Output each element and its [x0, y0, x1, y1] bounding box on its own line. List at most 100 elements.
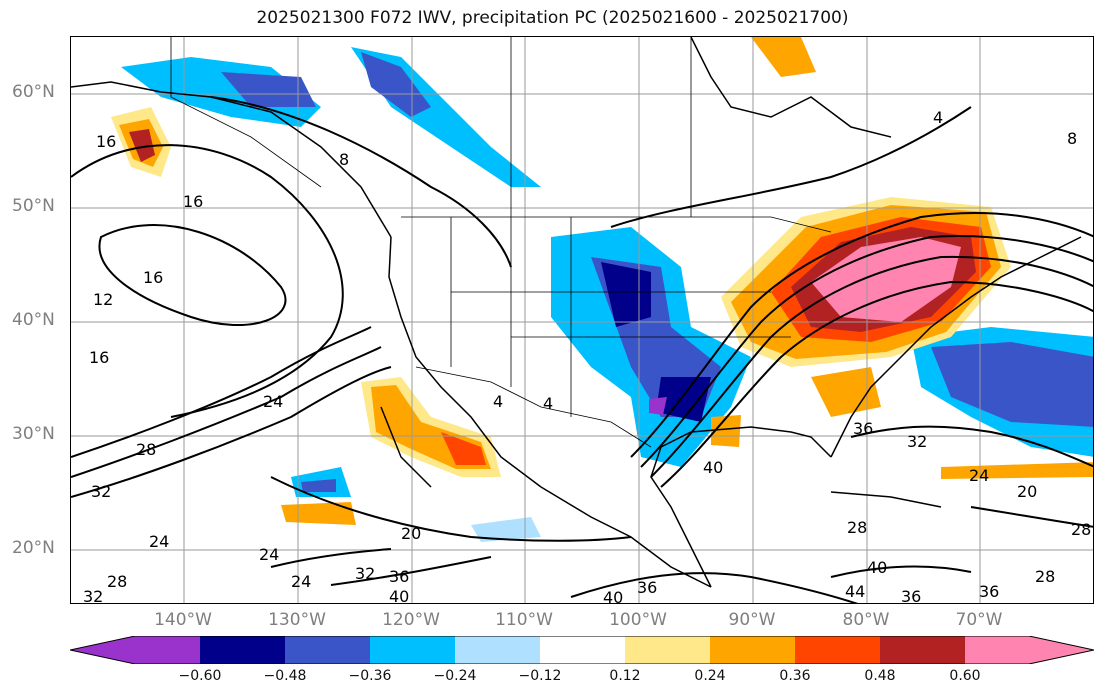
colorbar-tick: −0.12 — [518, 668, 562, 684]
colorbar-segment — [710, 636, 795, 664]
coastline-cuba — [830, 491, 942, 508]
contour-label: 8 — [339, 150, 349, 169]
contour-front-1 — [630, 212, 1093, 458]
contour-label: 32 — [83, 587, 103, 604]
coastline-baja — [380, 406, 432, 488]
lat-label-40n: 40°N — [12, 310, 55, 330]
map-canvas: 16 16 8 16 12 16 24 28 32 24 24 24 20 32… — [71, 37, 1093, 604]
contour-36-east — [850, 425, 1093, 468]
coastline-west-us — [388, 236, 542, 488]
negative-region-baja-core — [301, 479, 336, 492]
lat-label-30n: 30°N — [12, 424, 55, 444]
contour-label: 4 — [493, 392, 503, 411]
colorbar-tick: 0.36 — [779, 668, 811, 684]
contour-front-3 — [650, 255, 1093, 478]
colorbar-tick: 0.60 — [949, 668, 981, 684]
contour-label: 36 — [901, 587, 921, 604]
contour-label: 36 — [637, 578, 657, 597]
contour-label: 16 — [89, 348, 109, 367]
contour-labels: 16 16 8 16 12 16 24 28 32 24 24 24 20 32… — [83, 108, 1091, 604]
lon-label-90w: 90°W — [728, 610, 776, 630]
contour-label: 40 — [389, 587, 409, 604]
contour-label: 24 — [263, 392, 283, 411]
contour-label: 8 — [1067, 129, 1077, 148]
positive-region-great-lakes-pink — [811, 237, 961, 322]
negative-region-nw-canada-core — [361, 52, 431, 117]
contour-28-a — [71, 346, 382, 478]
colorbar-tick: −0.36 — [348, 668, 392, 684]
contour-label: 28 — [107, 572, 127, 591]
positive-region-pacific-strip — [281, 502, 356, 525]
contour-24-b — [270, 548, 392, 568]
colorbar-tick: −0.48 — [263, 668, 307, 684]
contour-40-south — [570, 572, 859, 603]
colorbar-tick: 0.24 — [694, 668, 726, 684]
lat-label-20n: 20°N — [12, 538, 55, 558]
contour-28-east — [970, 506, 1093, 528]
contour-label: 32 — [907, 432, 927, 451]
contour-label: 24 — [149, 532, 169, 551]
contour-label: 20 — [1017, 482, 1037, 501]
lon-label-80w: 80°W — [842, 610, 890, 630]
lat-label-50n: 50°N — [12, 196, 55, 216]
shaded-anomaly-regions — [111, 37, 1093, 542]
negative-region-pacific-south — [471, 517, 541, 542]
colorbar-tick: −0.24 — [433, 668, 477, 684]
contour-label: 24 — [259, 545, 279, 564]
lon-label-100w: 100°W — [609, 610, 667, 630]
colorbar-segment-extend-high — [965, 636, 1094, 664]
colorbar-segment — [200, 636, 285, 664]
colorbar-tick: 0.48 — [864, 668, 896, 684]
contour-label: 24 — [291, 572, 311, 591]
contour-label: 28 — [1071, 520, 1091, 539]
contour-20 — [270, 476, 632, 542]
positive-region-north-canada — [751, 37, 816, 77]
contour-label: 24 — [969, 466, 989, 485]
map-panel: 16 16 8 16 12 16 24 28 32 24 24 24 20 32… — [70, 36, 1094, 604]
negative-region-texas-core — [656, 377, 711, 422]
contour-front-4 — [660, 280, 1093, 488]
colorbar-segment — [455, 636, 540, 664]
contour-label: 40 — [703, 458, 723, 477]
contour-label: 16 — [183, 192, 203, 211]
contour-pacific-low — [98, 224, 287, 326]
contour-label: 12 — [93, 290, 113, 309]
contour-label: 36 — [979, 582, 999, 601]
iwv-contours — [71, 96, 1093, 603]
contour-4 — [610, 106, 972, 228]
lon-label-70w: 70°W — [955, 610, 1003, 630]
contour-label: 32 — [91, 482, 111, 501]
contour-label: 36 — [389, 567, 409, 586]
contour-label: 4 — [933, 108, 943, 127]
lon-label-110w: 110°W — [495, 610, 553, 630]
colorbar — [70, 636, 1094, 664]
contour-label: 28 — [136, 440, 156, 459]
contour-8 — [210, 96, 512, 268]
colorbar-segment — [625, 636, 710, 664]
contour-label: 44 — [845, 582, 865, 601]
colorbar-segment — [880, 636, 965, 664]
positive-region-gulf — [711, 415, 741, 447]
negative-region-alaska-core — [221, 72, 316, 107]
negative-region-texas-purple — [649, 397, 667, 415]
negative-region-atlantic-core — [931, 342, 1093, 427]
contour-24-a — [71, 326, 372, 458]
contour-front-2 — [640, 235, 1093, 468]
contour-32-b — [330, 556, 492, 586]
contour-label: 36 — [853, 419, 873, 438]
lat-label-60n: 60°N — [12, 82, 55, 102]
colorbar-segment — [285, 636, 370, 664]
contour-44 — [830, 565, 972, 578]
contour-label: 16 — [143, 268, 163, 287]
political-borders — [170, 37, 832, 448]
lon-label-140w: 140°W — [154, 610, 212, 630]
contour-label: 20 — [401, 524, 421, 543]
contour-label: 32 — [355, 564, 375, 583]
contour-32-a — [71, 366, 392, 498]
colorbar-segment — [540, 636, 625, 664]
contour-label: 28 — [847, 518, 867, 537]
contour-label: 28 — [1035, 567, 1055, 586]
contour-label: 4 — [543, 394, 553, 413]
positive-region-mexico-max — [441, 432, 486, 465]
map-title: 2025021300 F072 IWV, precipitation PC (2… — [256, 8, 849, 28]
